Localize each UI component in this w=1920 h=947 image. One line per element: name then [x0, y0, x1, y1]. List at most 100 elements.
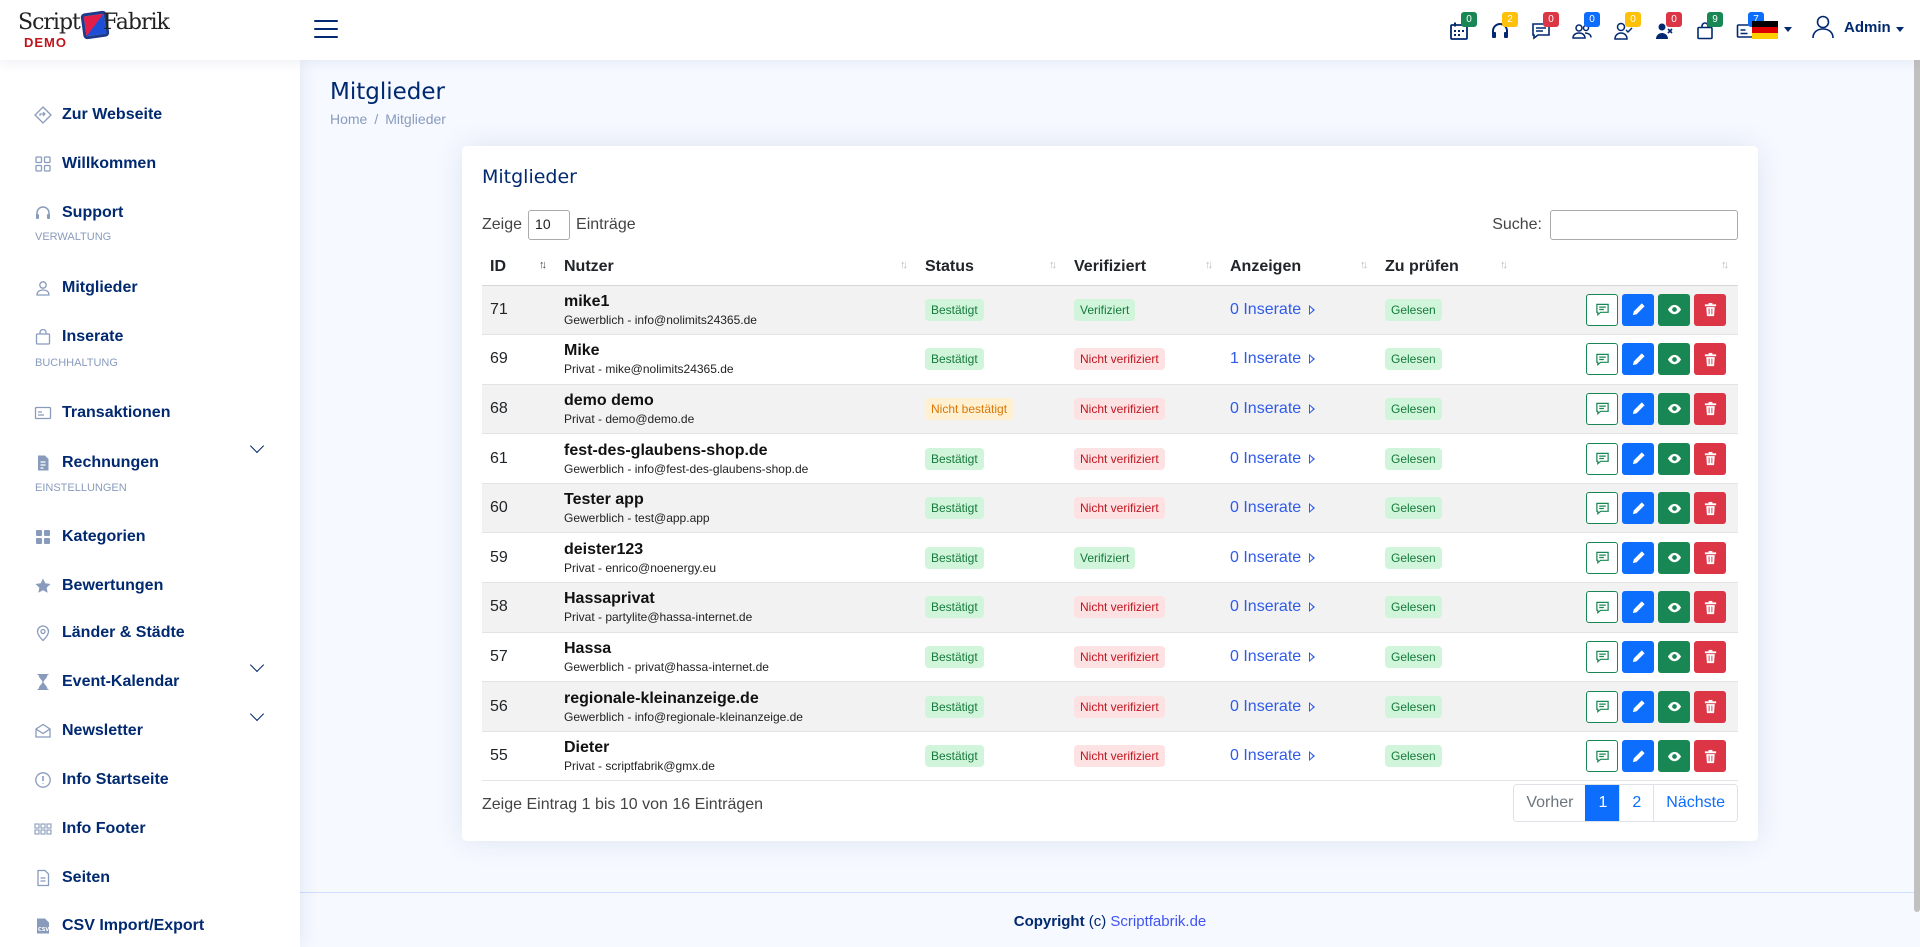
chat-notification[interactable]: 0 [1520, 12, 1561, 48]
delete-button[interactable] [1694, 442, 1726, 475]
edit-button[interactable] [1622, 442, 1654, 475]
col-ads[interactable]: Anzeigen ↑↓ [1222, 249, 1377, 286]
ads-link[interactable]: 0 Inserate [1230, 747, 1316, 765]
sidebar-item-transactions[interactable]: Transaktionen [34, 398, 170, 428]
message-button[interactable] [1586, 492, 1618, 525]
cell-actions [1517, 632, 1738, 683]
page-2-button[interactable]: 2 [1619, 785, 1654, 821]
menu-toggle-icon[interactable] [314, 20, 338, 40]
col-user[interactable]: Nutzer ↑↓ [556, 249, 917, 286]
delete-button[interactable] [1694, 690, 1726, 723]
message-button[interactable] [1586, 442, 1618, 475]
prev-button[interactable]: Vorher [1514, 785, 1586, 821]
ads-link[interactable]: 0 Inserate [1230, 301, 1316, 319]
bag-notification[interactable]: 9 [1684, 12, 1725, 48]
view-button[interactable] [1658, 740, 1690, 773]
edit-button[interactable] [1622, 293, 1654, 326]
ads-link[interactable]: 0 Inserate [1230, 450, 1316, 468]
col-id[interactable]: ID ↑↓ [482, 249, 556, 286]
message-button[interactable] [1586, 392, 1618, 425]
message-button[interactable] [1586, 343, 1618, 376]
headset-notification[interactable]: 2 [1479, 12, 1520, 48]
message-button[interactable] [1586, 690, 1618, 723]
search-input[interactable] [1550, 210, 1738, 240]
sidebar-item-newsletter[interactable]: Newsletter [34, 716, 143, 746]
page-1-button[interactable]: 1 [1585, 785, 1620, 821]
sidebar-item-invoices[interactable]: Rechnungen [34, 448, 159, 478]
sidebar-item-csv[interactable]: CSV CSV Import/Export [34, 911, 204, 941]
delete-button[interactable] [1694, 640, 1726, 673]
edit-button[interactable] [1622, 690, 1654, 723]
invoices-chevron-icon[interactable] [249, 438, 265, 454]
col-actions[interactable]: ↑↓ [1517, 249, 1738, 286]
sidebar-item-info-footer[interactable]: Info Footer [34, 814, 146, 844]
edit-button[interactable] [1622, 541, 1654, 574]
ads-link[interactable]: 1 Inserate [1230, 350, 1316, 368]
german-flag-icon[interactable] [1752, 21, 1778, 39]
ads-link[interactable]: 0 Inserate [1230, 400, 1316, 418]
delete-button[interactable] [1694, 541, 1726, 574]
delete-button[interactable] [1694, 392, 1726, 425]
ads-link[interactable]: 0 Inserate [1230, 549, 1316, 567]
view-button[interactable] [1658, 541, 1690, 574]
ads-link[interactable]: 0 Inserate [1230, 698, 1316, 716]
view-button[interactable] [1658, 293, 1690, 326]
sidebar-item-events[interactable]: Event-Kalendar [34, 667, 179, 697]
ads-link[interactable]: 0 Inserate [1230, 648, 1316, 666]
edit-button[interactable] [1622, 640, 1654, 673]
footer-link[interactable]: Scriptfabrik.de [1110, 913, 1207, 930]
message-button[interactable] [1586, 591, 1618, 624]
delete-button[interactable] [1694, 591, 1726, 624]
message-button[interactable] [1586, 740, 1618, 773]
delete-button[interactable] [1694, 492, 1726, 525]
col-verified[interactable]: Verifiziert ↑↓ [1066, 249, 1222, 286]
breadcrumb-home[interactable]: Home [330, 111, 368, 127]
edit-button[interactable] [1622, 392, 1654, 425]
sidebar-item-pages[interactable]: Seiten [34, 863, 110, 893]
message-button[interactable] [1586, 293, 1618, 326]
view-button[interactable] [1658, 392, 1690, 425]
ads-link[interactable]: 0 Inserate [1230, 598, 1316, 616]
newsletter-chevron-icon[interactable] [249, 706, 265, 722]
sidebar-item-welcome[interactable]: Willkommen [34, 149, 156, 179]
next-button[interactable]: Nächste [1653, 785, 1737, 821]
entries-select[interactable]: 10 [528, 210, 571, 240]
language-caret-icon[interactable] [1784, 27, 1792, 32]
sidebar-item-categories[interactable]: Kategorien [34, 522, 146, 552]
calendar-notification[interactable]: 0 [1438, 12, 1479, 48]
view-button[interactable] [1658, 591, 1690, 624]
user-caret-icon[interactable] [1896, 27, 1904, 32]
user-x-notification[interactable]: 0 [1643, 12, 1684, 48]
edit-button[interactable] [1622, 492, 1654, 525]
message-button[interactable] [1586, 640, 1618, 673]
sidebar-item-countries[interactable]: Länder & Städte [34, 618, 185, 648]
view-button[interactable] [1658, 690, 1690, 723]
sidebar-item-ads[interactable]: Inserate [34, 322, 123, 352]
events-chevron-icon[interactable] [249, 657, 265, 673]
delete-button[interactable] [1694, 343, 1726, 376]
delete-button[interactable] [1694, 293, 1726, 326]
message-button[interactable] [1586, 541, 1618, 574]
view-button[interactable] [1658, 640, 1690, 673]
edit-button[interactable] [1622, 740, 1654, 773]
col-check[interactable]: Zu prüfen ↑↓ [1377, 249, 1517, 286]
user-menu[interactable]: Admin [1812, 15, 1891, 39]
sidebar-item-info-start[interactable]: Info Startseite [34, 765, 169, 795]
view-button[interactable] [1658, 492, 1690, 525]
users-notification[interactable]: 0 [1561, 12, 1602, 48]
edit-button[interactable] [1622, 591, 1654, 624]
ads-link[interactable]: 0 Inserate [1230, 499, 1316, 517]
cell-actions [1517, 384, 1738, 435]
sidebar-item-support[interactable]: Support [34, 198, 123, 228]
edit-button[interactable] [1622, 343, 1654, 376]
sidebar-item-members[interactable]: Mitglieder [34, 273, 138, 303]
col-status[interactable]: Status ↑↓ [917, 249, 1066, 286]
scrollbar[interactable] [1914, 0, 1920, 912]
delete-button[interactable] [1694, 740, 1726, 773]
sidebar-item-website[interactable]: Zur Webseite [34, 100, 162, 130]
user-check-notification[interactable]: 0 [1602, 12, 1643, 48]
view-button[interactable] [1658, 343, 1690, 376]
sidebar-item-ratings[interactable]: Bewertungen [34, 571, 163, 601]
logo[interactable]: Script Fabrik DEMO [18, 8, 170, 50]
view-button[interactable] [1658, 442, 1690, 475]
